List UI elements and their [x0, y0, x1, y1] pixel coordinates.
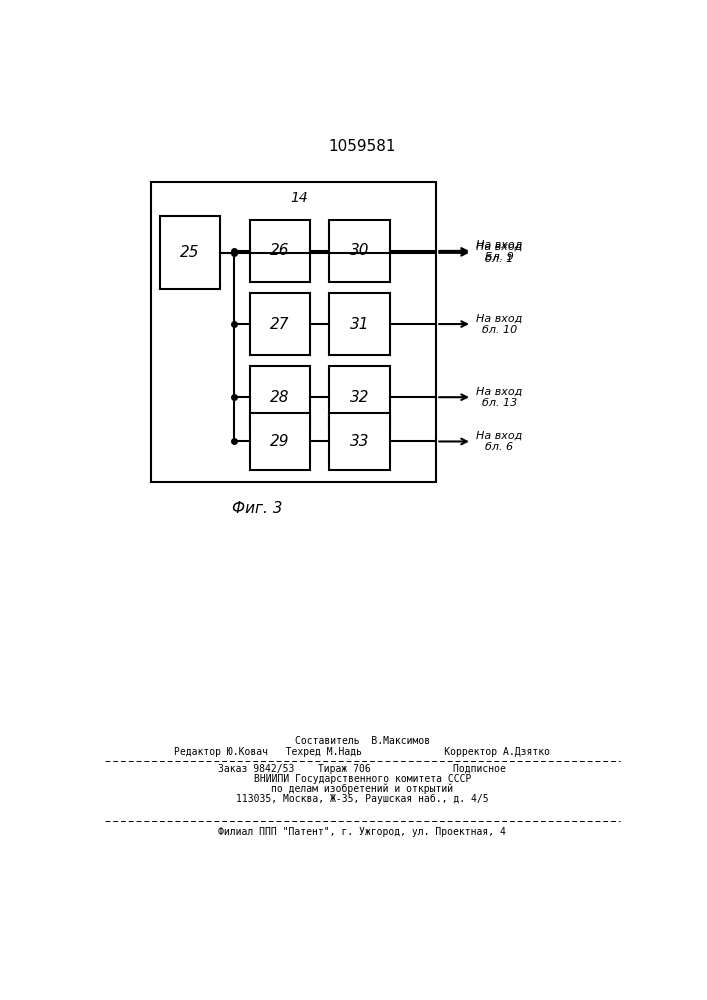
Text: 29: 29: [270, 434, 290, 449]
Text: Редактор Ю.Ковач   Техред М.Надь              Корректор А.Дзятко: Редактор Ю.Ковач Техред М.Надь Корректор…: [175, 747, 550, 757]
Text: 26: 26: [270, 243, 290, 258]
Bar: [250, 413, 310, 470]
Text: Заказ 9842/53    Тираж 706              Подписное: Заказ 9842/53 Тираж 706 Подписное: [218, 764, 506, 774]
Bar: [250, 293, 310, 355]
Text: На вход
бл. 1: На вход бл. 1: [477, 242, 522, 264]
Text: 25: 25: [180, 245, 199, 260]
Text: по делам изобретений и открытий: по делам изобретений и открытий: [271, 784, 453, 794]
Text: 14: 14: [291, 191, 308, 205]
Text: 27: 27: [270, 317, 290, 332]
Text: На вход
бл. 13: На вход бл. 13: [477, 386, 522, 408]
Text: Составитель  В.Максимов: Составитель В.Максимов: [295, 736, 430, 746]
Text: ВНИИПИ Государственного комитета СССР: ВНИИПИ Государственного комитета СССР: [254, 774, 471, 784]
Text: На вход
бл. 6: На вход бл. 6: [477, 431, 522, 452]
Text: Фиг. 3: Фиг. 3: [232, 501, 282, 516]
Text: 31: 31: [350, 317, 369, 332]
Bar: [160, 216, 220, 289]
Bar: [329, 413, 390, 470]
Bar: [329, 220, 390, 282]
Text: На вход
бл. 10: На вход бл. 10: [477, 313, 522, 335]
Text: 30: 30: [350, 243, 369, 258]
Text: 28: 28: [270, 390, 290, 405]
Text: На вход
Бл. 9: На вход Бл. 9: [477, 240, 522, 262]
Bar: [250, 220, 310, 282]
Bar: [250, 366, 310, 428]
Bar: [151, 182, 436, 482]
Bar: [329, 293, 390, 355]
Text: Филиал ППП "Патент", г. Ужгород, ул. Проектная, 4: Филиал ППП "Патент", г. Ужгород, ул. Про…: [218, 827, 506, 837]
Text: 32: 32: [350, 390, 369, 405]
Text: 113035, Москва, Ж-35, Раушская наб., д. 4/5: 113035, Москва, Ж-35, Раушская наб., д. …: [236, 794, 489, 804]
Text: 33: 33: [350, 434, 369, 449]
Bar: [329, 366, 390, 428]
Text: 1059581: 1059581: [329, 139, 396, 154]
